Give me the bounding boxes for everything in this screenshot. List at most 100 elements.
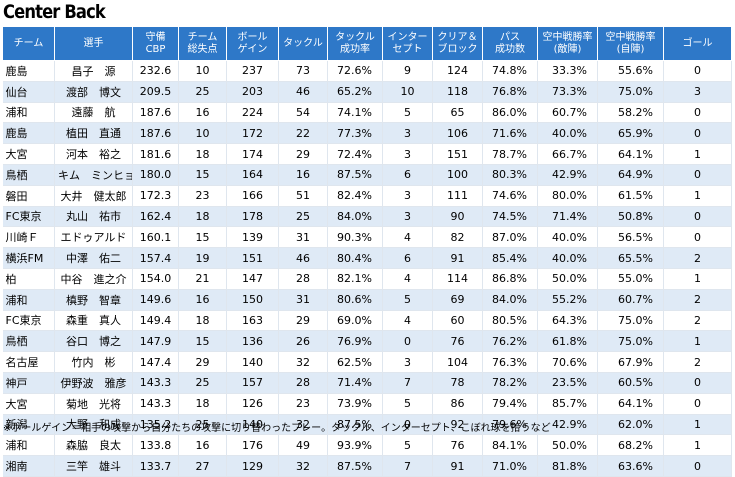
column-header: チーム 総失点: [178, 26, 227, 61]
value-cell: 9: [382, 60, 433, 82]
column-header: 空中戦勝率 (自陣): [597, 26, 664, 61]
table-row: 鳥栖 谷口 博之 147.9 15 136 26 76.9% 0 76 76.2% 61.8% 75.…: [2, 330, 732, 353]
value-cell: 75.0%: [597, 330, 664, 353]
value-cell: 61.8%: [537, 330, 598, 353]
table-row: 大宮 菊地 光将 143.3 18 126 23 73.9% 5 86 79.4% 85.7% 64.…: [2, 393, 732, 415]
value-cell: 18: [178, 143, 227, 165]
page-title: Center Back: [3, 1, 106, 23]
table-row: 川崎Ｆ エドゥアルド 160.1 15 139 31 90.3% 4 82 87.0% 40.0% 5…: [2, 226, 732, 249]
value-cell: 3: [382, 122, 433, 145]
table-row: 浦和 槙野 智章 149.6 16 150 31 80.6% 5 69 84.0% 55.2% 60.…: [2, 289, 732, 311]
value-cell: 50.0%: [537, 268, 598, 290]
value-cell: 133.8: [132, 434, 179, 457]
value-cell: 0: [663, 206, 732, 228]
value-cell: 0: [382, 330, 433, 353]
value-cell: 3: [382, 143, 433, 165]
table-row: 仙台 渡部 博文 209.5 25 203 46 65.2% 10 118 76.8% 73.3% 7…: [2, 81, 732, 103]
value-cell: 4: [382, 310, 433, 332]
value-cell: 160.1: [132, 226, 179, 249]
value-cell: 25: [178, 81, 227, 103]
value-cell: 60: [432, 310, 483, 332]
value-cell: 60.7%: [597, 289, 664, 311]
value-cell: 76: [432, 434, 483, 457]
value-cell: 68.2%: [597, 434, 664, 457]
value-cell: 16: [178, 289, 227, 311]
value-cell: 147: [226, 268, 279, 290]
team-cell: 浦和: [2, 434, 55, 457]
value-cell: 157.4: [132, 247, 179, 269]
value-cell: 86.0%: [482, 102, 538, 124]
column-header: ボール ゲイン: [226, 26, 279, 61]
value-cell: 87.5%: [327, 455, 383, 477]
value-cell: 2: [663, 289, 732, 311]
player-cell: 森脇 良太: [54, 434, 133, 457]
value-cell: 42.9%: [537, 414, 598, 436]
table-row: 名古屋 竹内 彬 147.4 29 140 32 62.5% 3 104 76.3% 70.6% 67…: [2, 351, 732, 373]
player-cell: 三竿 雄斗: [54, 455, 133, 477]
value-cell: 54: [278, 102, 328, 124]
table-row: 大宮 河本 裕之 181.6 18 174 29 72.4% 3 151 78.7% 66.7% 64…: [2, 143, 732, 165]
value-cell: 23: [178, 185, 227, 207]
value-cell: 93.9%: [327, 434, 383, 457]
value-cell: 86.8%: [482, 268, 538, 290]
team-cell: 横浜FM: [2, 247, 55, 269]
player-cell: 森重 真人: [54, 310, 133, 332]
value-cell: 50.0%: [537, 434, 598, 457]
value-cell: 10: [178, 122, 227, 145]
value-cell: 3: [382, 206, 433, 228]
value-cell: 114: [432, 268, 483, 290]
value-cell: 72.4%: [327, 143, 383, 165]
value-cell: 174: [226, 143, 279, 165]
value-cell: 180.0: [132, 164, 179, 186]
value-cell: 80.3%: [482, 164, 538, 186]
table-row: 浦和 遠藤 航 187.6 16 224 54 74.1% 5 65 86.0% 60.7% 58.2…: [2, 102, 732, 124]
column-header: 空中戦勝率 (敵陣): [537, 26, 598, 61]
value-cell: 70.6%: [537, 351, 598, 373]
value-cell: 27: [178, 455, 227, 477]
value-cell: 5: [382, 393, 433, 415]
value-cell: 1: [663, 268, 732, 290]
value-cell: 46: [278, 81, 328, 103]
value-cell: 203: [226, 81, 279, 103]
table-row: 新潟 大野 和成 135.2 25 140 32 87.5% 0 92 79.6% 42.9% 62.…: [2, 414, 732, 436]
table-row: 浦和 森脇 良太 133.8 16 176 49 93.9% 5 76 84.1% 50.0% 68.…: [2, 434, 732, 457]
value-cell: 164: [226, 164, 279, 186]
value-cell: 32: [278, 455, 328, 477]
value-cell: 3: [382, 185, 433, 207]
value-cell: 25: [178, 372, 227, 394]
value-cell: 149.6: [132, 289, 179, 311]
team-cell: FC東京: [2, 310, 55, 332]
value-cell: 40.0%: [537, 122, 598, 145]
table-row: 柏中谷 進之介 154.0 21 147 28 82.1% 4 114 86.8% 50.0% 55…: [2, 268, 732, 290]
player-cell: 竹内 彬: [54, 351, 133, 373]
value-cell: 32: [278, 351, 328, 373]
value-cell: 19: [178, 247, 227, 269]
value-cell: 74.8%: [482, 60, 538, 82]
value-cell: 86: [432, 393, 483, 415]
value-cell: 3: [382, 351, 433, 373]
value-cell: 76.9%: [327, 330, 383, 353]
value-cell: 73.3%: [537, 81, 598, 103]
column-header: インター セプト: [382, 26, 433, 61]
value-cell: 73.9%: [327, 393, 383, 415]
value-cell: 51: [278, 185, 328, 207]
value-cell: 16: [178, 434, 227, 457]
value-cell: 65.5%: [597, 247, 664, 269]
value-cell: 133.7: [132, 455, 179, 477]
value-cell: 29: [278, 143, 328, 165]
value-cell: 29: [178, 351, 227, 373]
value-cell: 6: [382, 164, 433, 186]
value-cell: 76.8%: [482, 81, 538, 103]
value-cell: 71.4%: [327, 372, 383, 394]
value-cell: 22: [278, 122, 328, 145]
value-cell: 75.0%: [597, 81, 664, 103]
player-cell: 渡部 博文: [54, 81, 133, 103]
value-cell: 61.5%: [597, 185, 664, 207]
value-cell: 163: [226, 310, 279, 332]
value-cell: 63.6%: [597, 455, 664, 477]
value-cell: 55.2%: [537, 289, 598, 311]
value-cell: 172: [226, 122, 279, 145]
value-cell: 154.0: [132, 268, 179, 290]
value-cell: 73: [278, 60, 328, 82]
value-cell: 151: [432, 143, 483, 165]
